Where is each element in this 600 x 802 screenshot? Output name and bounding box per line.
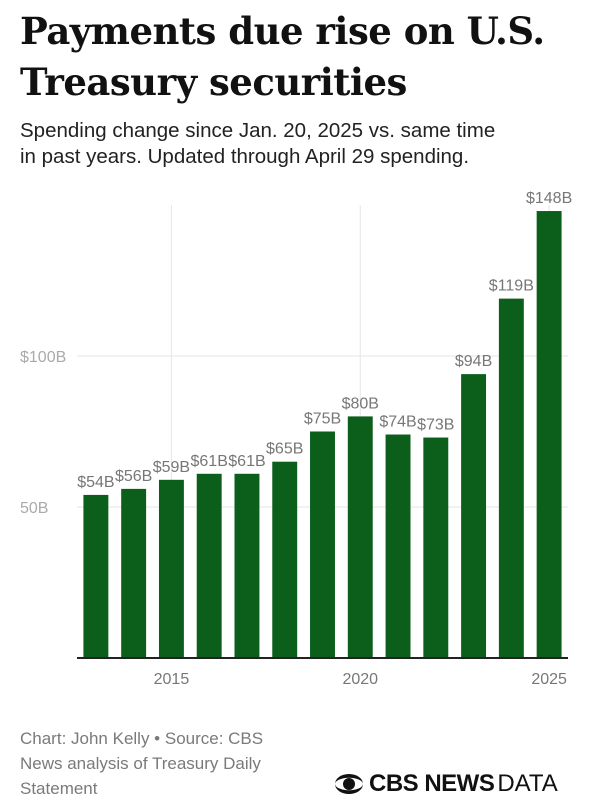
brand-suffix: DATA xyxy=(497,770,558,797)
bar xyxy=(272,461,298,658)
brand-name: CBS NEWS xyxy=(369,770,495,797)
bar xyxy=(461,374,487,658)
data-label: $75B xyxy=(304,411,341,428)
source-credit-line1: Chart: John Kelly • Source: CBS xyxy=(20,729,264,748)
cbs-eye-icon xyxy=(334,773,364,795)
bar xyxy=(196,473,222,658)
bar xyxy=(121,488,147,658)
x-tick-label: 2015 xyxy=(154,671,190,688)
data-label: $119B xyxy=(489,278,534,295)
data-label: $65B xyxy=(266,441,303,458)
axis-layer: 2015 2020 2025 xyxy=(77,657,568,688)
x-tick-label: 2020 xyxy=(342,671,378,688)
data-label: $148B xyxy=(526,190,572,207)
data-label: $74B xyxy=(379,414,416,431)
data-label: $54B xyxy=(77,474,114,491)
source-credit-line3: Statement xyxy=(20,779,98,798)
bar xyxy=(498,298,524,658)
bar xyxy=(385,434,411,658)
y-tick-label: 50B xyxy=(20,500,48,517)
cbs-news-data-logo: CBS NEWS DATA xyxy=(334,770,558,798)
chart-title-line1: Payments due rise on U.S. xyxy=(20,9,545,53)
chart-title-line2: Treasury securities xyxy=(20,60,407,104)
data-label: $80B xyxy=(342,395,379,412)
bar xyxy=(347,416,373,658)
chart-title: Payments due rise on U.S. Treasury secur… xyxy=(20,6,585,108)
source-credit-line2: News analysis of Treasury Daily xyxy=(20,754,261,773)
data-label: $59B xyxy=(153,459,190,476)
data-label: $94B xyxy=(455,353,492,370)
bar xyxy=(423,437,449,658)
chart-subtitle: Spending change since Jan. 20, 2025 vs. … xyxy=(20,118,590,170)
data-label: $56B xyxy=(115,468,152,485)
bar xyxy=(310,431,335,658)
bar xyxy=(234,473,260,658)
data-label: $73B xyxy=(417,417,454,434)
chart-subtitle-line1: Spending change since Jan. 20, 2025 vs. … xyxy=(20,119,496,142)
bar-layer xyxy=(83,211,562,659)
y-tick-label: $100B xyxy=(20,349,66,366)
source-credit: Chart: John Kelly • Source: CBS News ana… xyxy=(20,726,320,801)
data-label-layer: $54B $56B$59B $61B $61B$65B$75B$80B$74B $73B… xyxy=(77,190,572,491)
chart-subtitle-line2: in past years. Updated through April 29 … xyxy=(20,145,470,168)
data-label: $61B xyxy=(228,453,265,470)
bar xyxy=(83,494,109,658)
bar xyxy=(536,211,562,659)
bar xyxy=(158,479,184,658)
x-tick-label: 2025 xyxy=(531,671,567,688)
data-label: $61B xyxy=(191,453,228,470)
